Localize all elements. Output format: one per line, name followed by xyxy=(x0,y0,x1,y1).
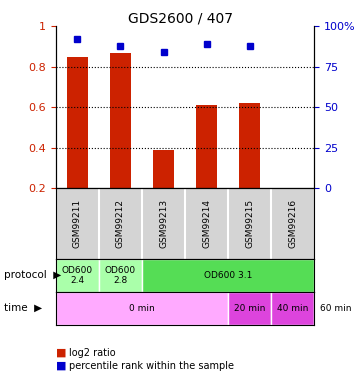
Text: OD600 3.1: OD600 3.1 xyxy=(204,271,252,280)
Text: GSM99212: GSM99212 xyxy=(116,199,125,248)
Text: log2 ratio: log2 ratio xyxy=(69,348,115,357)
Text: ■: ■ xyxy=(56,361,66,370)
Bar xyxy=(228,292,271,324)
Text: ■: ■ xyxy=(56,348,66,357)
Text: GSM99213: GSM99213 xyxy=(159,199,168,248)
Text: GSM99216: GSM99216 xyxy=(288,199,297,248)
Bar xyxy=(239,103,260,188)
Text: 40 min: 40 min xyxy=(277,304,308,313)
Text: GSM99214: GSM99214 xyxy=(202,199,211,248)
Bar xyxy=(314,292,357,324)
Text: OD600
2.8: OD600 2.8 xyxy=(105,266,136,285)
Text: protocol  ▶: protocol ▶ xyxy=(4,270,61,280)
Bar xyxy=(67,57,88,188)
Text: 60 min: 60 min xyxy=(320,304,351,313)
Bar xyxy=(110,53,131,188)
Bar xyxy=(99,259,142,292)
Bar xyxy=(142,259,314,292)
Text: percentile rank within the sample: percentile rank within the sample xyxy=(69,361,234,370)
Text: 20 min: 20 min xyxy=(234,304,265,313)
Bar xyxy=(153,150,174,188)
Text: GDS2600 / 407: GDS2600 / 407 xyxy=(128,11,233,25)
Text: 0 min: 0 min xyxy=(129,304,155,313)
Text: GSM99215: GSM99215 xyxy=(245,199,254,248)
Bar xyxy=(196,105,217,188)
Text: OD600
2.4: OD600 2.4 xyxy=(62,266,93,285)
Text: time  ▶: time ▶ xyxy=(4,303,42,313)
Text: GSM99211: GSM99211 xyxy=(73,199,82,248)
Bar xyxy=(271,292,314,324)
Bar xyxy=(56,259,99,292)
Bar xyxy=(56,292,228,324)
